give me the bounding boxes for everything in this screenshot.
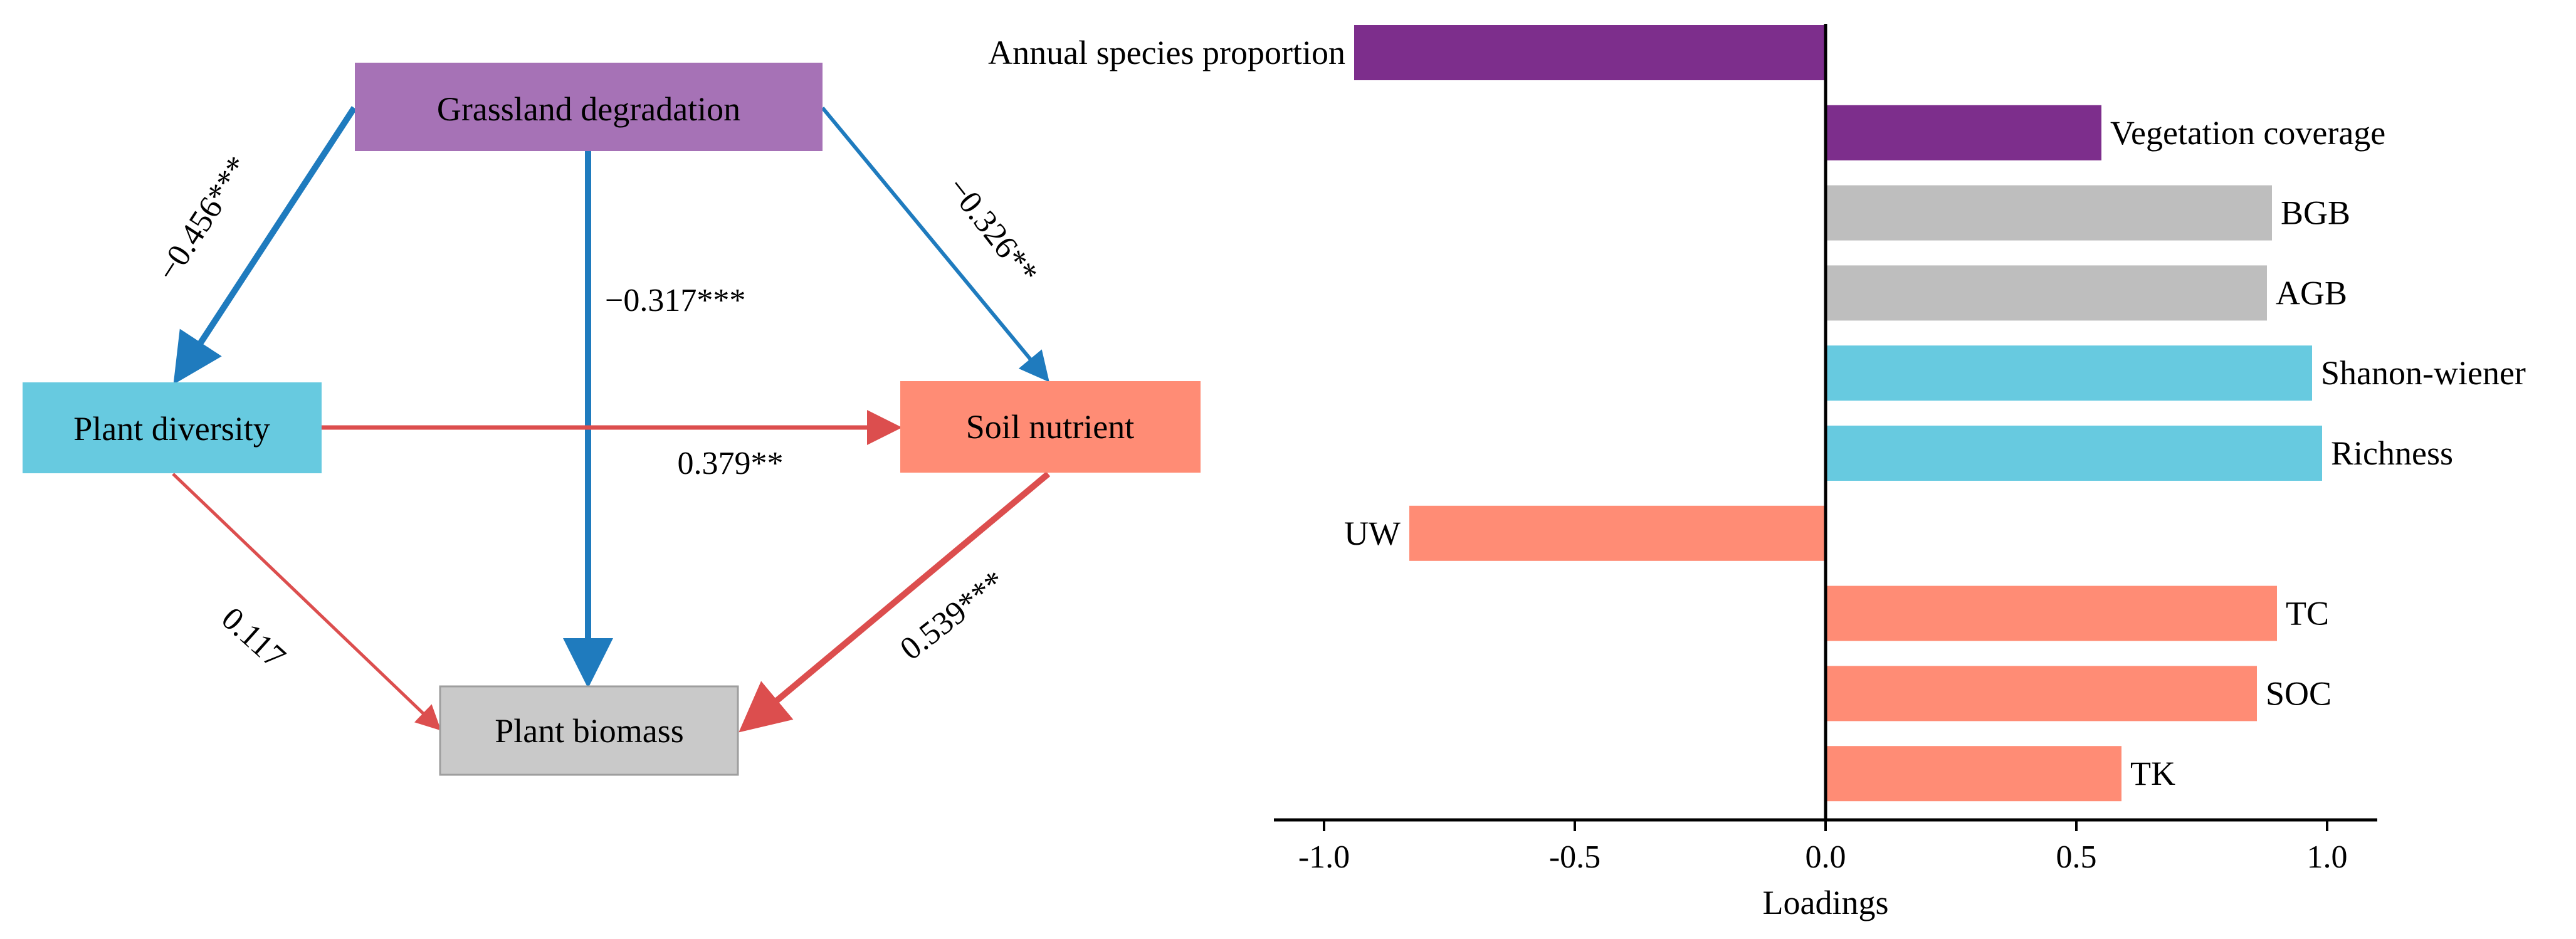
bar-labels-group: Annual species proportion Vegetation cove…: [988, 34, 2526, 792]
path-arrow-degradation-soil: [821, 107, 1049, 382]
bar-shanon-wiener: [1826, 345, 2312, 401]
bar-uw: [1409, 505, 1826, 561]
coef-degradation-diversity: −0.456***: [150, 150, 256, 287]
bar-richness: [1826, 426, 2322, 481]
bar-agb: [1826, 265, 2267, 321]
bar-label-richness: Richness: [2331, 434, 2453, 472]
coef-degradation-biomass: −0.317***: [605, 283, 745, 318]
grassland-degradation-box: [355, 63, 823, 151]
x-tick-label: 1.0: [2307, 839, 2348, 875]
soil-nutrient-box: [900, 381, 1201, 473]
coef-degradation-soil: −0.326**: [940, 170, 1044, 290]
coef-diversity-soil: 0.379**: [678, 446, 784, 481]
bar-annual-species-proportion: [1354, 25, 1826, 80]
soil-nutrient-label: Soil nutrient: [966, 408, 1135, 446]
loadings-bar-chart: Annual species proportion Vegetation cove…: [988, 24, 2526, 921]
bar-tk: [1826, 746, 2121, 802]
x-tick-label: -0.5: [1549, 839, 1601, 875]
path-arrow-degradation-diversity: [173, 106, 357, 385]
bars-group: [1354, 25, 2322, 802]
grassland-degradation-label: Grassland degradation: [437, 90, 740, 128]
bar-vegetation-coverage: [1826, 105, 2101, 160]
bar-label-agb: AGB: [2276, 274, 2347, 312]
x-tick-label: 0.5: [2056, 839, 2097, 875]
bar-tc: [1826, 585, 2277, 641]
plant-biomass-label: Plant biomass: [495, 712, 684, 750]
bar-bgb: [1826, 185, 2272, 241]
bar-label-vegetation-coverage: Vegetation coverage: [2110, 114, 2385, 152]
bar-soc: [1826, 666, 2257, 721]
plant-biomass-box: [439, 685, 739, 776]
bar-label-shanon-wiener: Shanon-wiener: [2321, 354, 2526, 392]
x-ticks-group: -1.0 -0.5 0.0 0.5 1.0: [1298, 820, 2348, 875]
coef-diversity-biomass: 0.117: [214, 601, 292, 675]
x-tick-label: -1.0: [1298, 839, 1350, 875]
bar-label-tk: TK: [2130, 755, 2175, 792]
plant-diversity-box: [23, 382, 322, 473]
bar-label-uw: UW: [1344, 515, 1401, 552]
path-arrow-soil-biomass: [739, 471, 1051, 733]
bar-label-annual-species-proportion: Annual species proportion: [988, 34, 1345, 71]
plant-diversity-label: Plant diversity: [73, 410, 270, 448]
path-diagram: Grassland degradation Plant diversity So…: [23, 63, 1201, 776]
x-tick-label: 0.0: [1806, 839, 1846, 875]
path-arrow-diversity-biomass: [172, 473, 441, 731]
bar-label-soc: SOC: [2266, 674, 2332, 712]
x-axis-title: Loadings: [1763, 884, 1889, 921]
bar-label-bgb: BGB: [2281, 194, 2350, 232]
bar-label-tc: TC: [2286, 595, 2329, 632]
coef-soil-biomass: 0.539***: [893, 564, 1012, 668]
